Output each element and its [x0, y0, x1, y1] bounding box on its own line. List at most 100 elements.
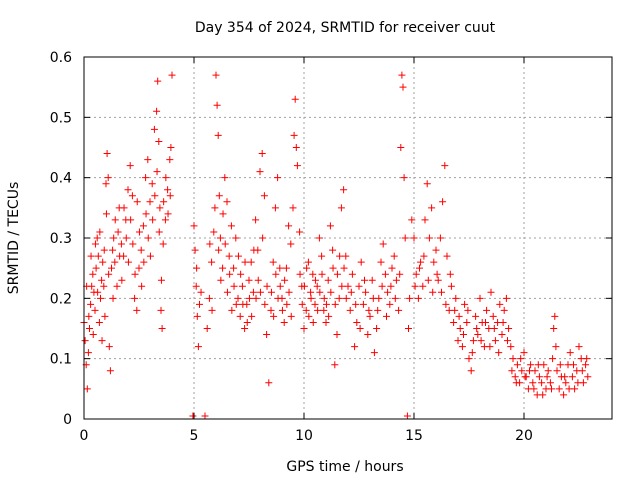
data-point — [256, 168, 264, 176]
data-point — [272, 270, 280, 278]
data-point — [513, 361, 521, 369]
data-point — [570, 361, 577, 369]
data-point — [158, 325, 166, 332]
data-point — [320, 294, 328, 302]
data-point — [278, 306, 286, 314]
data-point — [247, 258, 255, 266]
data-point — [311, 276, 319, 284]
data-point — [161, 216, 169, 224]
data-point — [193, 312, 201, 320]
data-point — [509, 355, 517, 363]
data-point — [146, 198, 154, 206]
data-point — [91, 240, 99, 248]
data-point — [252, 294, 260, 302]
data-point — [507, 343, 515, 351]
data-point — [544, 367, 552, 375]
data-point — [575, 343, 583, 351]
data-point — [338, 282, 346, 290]
data-point — [465, 355, 473, 363]
data-point — [287, 240, 295, 248]
data-point — [353, 318, 361, 326]
data-point — [234, 294, 242, 302]
data-point — [340, 186, 348, 194]
data-point — [441, 162, 449, 170]
data-point — [201, 412, 209, 420]
data-point — [420, 252, 428, 260]
data-point — [261, 300, 269, 308]
data-point — [271, 204, 279, 212]
data-point — [377, 258, 385, 266]
data-point — [369, 294, 377, 302]
data-point — [442, 300, 450, 308]
data-point — [454, 337, 462, 345]
data-point — [249, 288, 257, 296]
data-point — [140, 258, 148, 266]
data-point — [215, 192, 223, 200]
data-point — [98, 337, 106, 345]
data-point — [474, 331, 482, 339]
data-point — [403, 412, 411, 420]
data-point — [329, 264, 337, 272]
data-point — [208, 258, 216, 266]
data-point — [311, 300, 319, 308]
data-point — [206, 240, 214, 248]
data-point — [400, 174, 408, 182]
data-point — [144, 234, 152, 242]
data-point — [520, 349, 528, 357]
data-point — [477, 337, 485, 345]
data-point — [191, 246, 199, 254]
data-point — [548, 385, 555, 393]
data-point — [270, 312, 278, 320]
data-point — [331, 361, 339, 369]
data-point — [425, 234, 433, 242]
data-point — [373, 325, 381, 332]
y-axis-label: SRMTID / TECUs — [6, 182, 22, 295]
data-point — [408, 216, 416, 224]
data-point — [364, 331, 372, 339]
data-point — [91, 306, 99, 314]
data-point — [110, 234, 118, 242]
data-point — [565, 385, 573, 393]
data-point — [135, 264, 143, 272]
data-point — [416, 264, 423, 272]
data-point — [476, 294, 484, 302]
data-point — [436, 234, 444, 242]
data-point — [401, 234, 409, 242]
data-point — [86, 325, 93, 332]
data-point — [318, 270, 326, 278]
y-tick-label: 0.5 — [50, 110, 72, 126]
data-point — [221, 240, 229, 248]
data-point — [365, 306, 373, 314]
data-point — [217, 276, 225, 284]
data-point — [553, 367, 561, 375]
x-tick-label: 15 — [405, 428, 423, 444]
data-point — [166, 156, 174, 164]
data-point — [366, 312, 374, 320]
y-tick-label: 0.2 — [50, 291, 72, 307]
data-point — [156, 204, 164, 212]
data-point — [106, 367, 114, 375]
y-tick-label: 0.1 — [50, 352, 72, 368]
data-point — [127, 216, 135, 224]
data-point — [254, 276, 262, 284]
data-point — [108, 264, 115, 272]
data-point — [248, 312, 256, 320]
data-point — [388, 264, 396, 272]
data-point — [149, 216, 157, 224]
data-point — [333, 270, 341, 278]
data-point — [550, 325, 558, 332]
data-point — [146, 252, 154, 260]
data-point — [320, 306, 328, 314]
data-point — [219, 264, 227, 272]
data-point — [208, 306, 216, 314]
data-point — [411, 282, 419, 290]
x-tick-label: 10 — [295, 428, 313, 444]
data-point — [518, 367, 526, 375]
data-point — [122, 234, 130, 242]
data-point — [326, 222, 334, 230]
x-tick-label: 0 — [80, 428, 89, 444]
data-point — [92, 264, 100, 272]
data-point — [87, 300, 95, 308]
data-point — [348, 270, 356, 278]
